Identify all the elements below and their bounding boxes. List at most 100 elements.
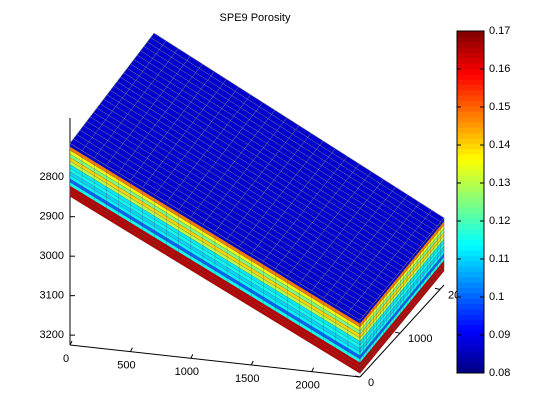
colorbar-tick-label: 0.08: [489, 367, 510, 379]
cell-line: [147, 41, 438, 227]
cell-line: [110, 90, 401, 272]
cell-line: [118, 63, 203, 173]
colorbar-cell: [457, 89, 484, 96]
cell-line: [81, 40, 167, 151]
colorbar-cell: [457, 191, 484, 198]
cell-line: [226, 133, 312, 240]
colorbar-cell: [457, 180, 484, 187]
cell-line: [133, 59, 424, 243]
x-tick-label: 1000: [175, 366, 199, 378]
colorbar-cell: [457, 287, 484, 294]
colorbar-cell: [457, 100, 484, 107]
colorbar-cell: [457, 36, 484, 43]
colorbar-cell: [457, 330, 484, 337]
colorbar-cell: [457, 47, 484, 53]
colorbar-cell: [457, 207, 484, 214]
colorbar-cell: [457, 351, 484, 358]
colorbar-cell: [457, 255, 484, 262]
cell-line: [79, 129, 371, 309]
z-tick-label: 3200: [40, 329, 64, 341]
cell-line: [126, 68, 418, 251]
colorbar-tick-label: 0.15: [489, 101, 510, 113]
y-tick: [394, 331, 401, 334]
cell-line: [93, 112, 384, 292]
colorbar-cell: [457, 185, 484, 192]
cell-line: [106, 56, 191, 166]
colorbar-tick-label: 0.13: [489, 177, 510, 189]
x-tick: [311, 367, 315, 372]
cell-line: [347, 210, 433, 313]
cell-line: [142, 79, 227, 188]
colorbar-cell: [457, 79, 484, 85]
colorbar-cell: [457, 148, 484, 155]
colorbar-cell: [457, 356, 484, 363]
x-tick-label: 500: [117, 360, 135, 372]
x-tick-label: 2000: [295, 380, 319, 392]
cell-line: [90, 116, 381, 296]
cell-line: [238, 140, 324, 247]
colorbar-tick-label: 0.11: [489, 253, 510, 265]
cell-line: [113, 85, 404, 268]
colorbar-cell: [457, 303, 484, 310]
cell-line: [287, 171, 372, 277]
cell-line: [120, 76, 411, 260]
colorbar-tick-label: 0.12: [489, 215, 510, 227]
colorbar-cell: [457, 137, 484, 144]
cell-line: [137, 54, 428, 239]
x-tick: [190, 354, 194, 359]
cell-line: [130, 71, 215, 181]
colorbar-cell: [457, 132, 484, 139]
colorbar-cell: [457, 41, 484, 48]
cell-line: [202, 117, 288, 225]
cell-line: [96, 107, 388, 288]
colorbar-tick-label: 0.16: [489, 63, 510, 75]
y-tick-label: 1000: [408, 333, 432, 345]
colorbar-cell: [457, 121, 484, 128]
colorbar-cell: [457, 73, 484, 80]
cell-line: [123, 72, 414, 255]
colorbar-cell: [457, 95, 484, 101]
colorbar-cell: [457, 63, 484, 69]
colorbar-cell: [457, 52, 484, 59]
cell-line: [93, 48, 179, 159]
cell-line: [130, 63, 421, 247]
cell-line: [150, 37, 441, 223]
cell-line: [106, 94, 398, 276]
y-tick-label: 0: [368, 377, 374, 389]
colorbar-cell: [457, 223, 484, 230]
colorbar-cell: [457, 250, 484, 256]
colorbar-cell: [457, 367, 484, 374]
colorbar-cell: [457, 362, 484, 369]
colorbar-cell: [457, 324, 484, 331]
cell-line: [323, 194, 408, 299]
colorbar-cell: [457, 298, 484, 305]
colorbar-cell: [457, 234, 484, 240]
colorbar-frame: [456, 30, 485, 374]
colorbar-tick-label: 0.17: [489, 25, 510, 37]
colorbar-cell: [457, 175, 484, 182]
colorbar-cell: [457, 282, 484, 288]
cell-line: [76, 134, 367, 313]
colorbar-tick-label: 0.1: [489, 291, 504, 303]
colorbar-cell: [457, 314, 484, 321]
z-tick-label: 3100: [40, 290, 64, 302]
cell-line: [69, 32, 155, 144]
cell-line: [190, 109, 276, 218]
colorbar-cell: [457, 57, 484, 64]
colorbar-cell: [457, 164, 484, 171]
colorbar-cell: [457, 266, 484, 272]
cell-line: [359, 217, 445, 321]
colorbar-cell: [457, 143, 484, 150]
colorbar-cell: [457, 212, 484, 219]
colorbar-cell: [457, 319, 484, 326]
colorbar-cell: [457, 239, 484, 246]
cell-line: [214, 125, 300, 232]
colorbar-cell: [457, 127, 484, 134]
colorbar-cell: [457, 340, 484, 347]
cell-line: [178, 102, 263, 210]
x-tick-label: 1500: [235, 373, 259, 385]
cell-line: [143, 46, 435, 231]
cell-line: [100, 103, 391, 284]
colorbar-cell: [457, 202, 484, 208]
chart-title: SPE9 Porosity: [220, 12, 291, 24]
